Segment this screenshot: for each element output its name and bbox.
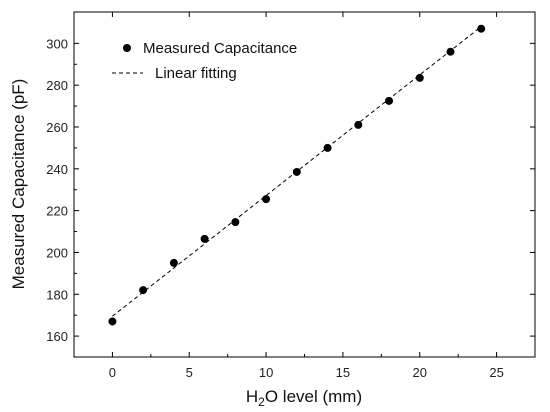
data-point: [323, 143, 332, 152]
y-axis-ticks: 160 180 200 220 240 260 280 300: [46, 36, 535, 344]
y-tick-label: 160: [46, 329, 68, 344]
data-point: [415, 73, 424, 82]
data-point: [446, 47, 455, 56]
y-tick-label: 180: [46, 287, 68, 302]
data-point: [231, 218, 240, 227]
y-tick-label: 220: [46, 204, 68, 219]
plot-frame: [73, 11, 536, 358]
data-point: [292, 167, 301, 176]
y-tick-label: 280: [46, 78, 68, 93]
data-point: [385, 96, 394, 105]
data-point: [262, 195, 271, 204]
y-tick-label: 240: [46, 162, 68, 177]
legend: Measured Capacitance Linear fitting: [112, 40, 297, 82]
data-point: [200, 234, 209, 243]
x-tick-label: 5: [186, 365, 193, 380]
y-tick-label: 260: [46, 120, 68, 135]
series-layer: [108, 24, 486, 326]
x-axis-label: H2O level (mm): [246, 387, 362, 409]
y-axis-label: Measured Capacitance (pF): [9, 79, 28, 290]
y-tick-label: 200: [46, 245, 68, 260]
x-tick-label: 10: [259, 365, 273, 380]
legend-marker-points: [123, 44, 131, 52]
data-point: [354, 120, 363, 129]
legend-label-line: Linear fitting: [155, 65, 237, 82]
x-axis-ticks: 0 5 10 15 20 25: [109, 12, 504, 380]
x-tick-label: 15: [336, 365, 350, 380]
x-tick-label: 20: [413, 365, 427, 380]
x-tick-label: 25: [489, 365, 503, 380]
data-point: [169, 258, 178, 267]
x-tick-label: 0: [109, 365, 116, 380]
legend-label-points: Measured Capacitance: [143, 40, 297, 57]
data-point: [139, 286, 148, 295]
y-tick-label: 300: [46, 36, 68, 51]
data-point: [108, 317, 117, 326]
data-point: [477, 24, 486, 33]
